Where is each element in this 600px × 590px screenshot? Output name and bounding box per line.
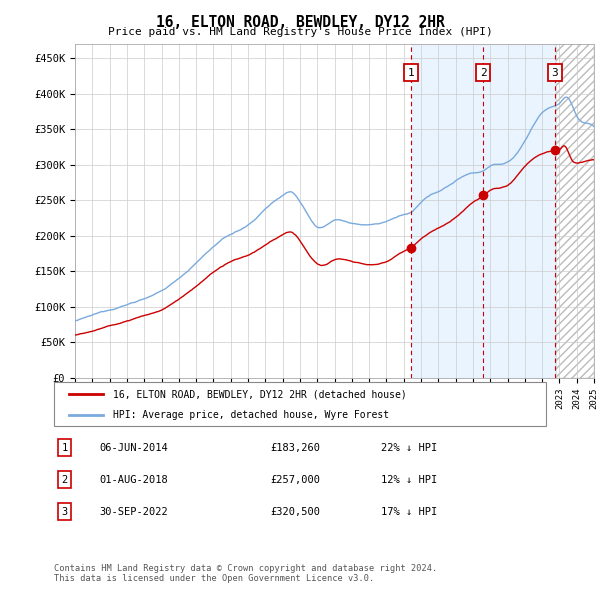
Text: 16, ELTON ROAD, BEWDLEY, DY12 2HR: 16, ELTON ROAD, BEWDLEY, DY12 2HR (155, 15, 445, 30)
Text: 2: 2 (480, 68, 487, 77)
Text: 12% ↓ HPI: 12% ↓ HPI (381, 475, 437, 484)
Text: 16, ELTON ROAD, BEWDLEY, DY12 2HR (detached house): 16, ELTON ROAD, BEWDLEY, DY12 2HR (detac… (113, 389, 407, 399)
Text: £183,260: £183,260 (270, 443, 320, 453)
Text: 1: 1 (62, 443, 68, 453)
Text: 1: 1 (408, 68, 415, 77)
Text: 22% ↓ HPI: 22% ↓ HPI (381, 443, 437, 453)
Text: £320,500: £320,500 (270, 507, 320, 516)
Text: 3: 3 (552, 68, 559, 77)
Text: Contains HM Land Registry data © Crown copyright and database right 2024.
This d: Contains HM Land Registry data © Crown c… (54, 563, 437, 583)
Text: 01-AUG-2018: 01-AUG-2018 (99, 475, 168, 484)
Text: Price paid vs. HM Land Registry's House Price Index (HPI): Price paid vs. HM Land Registry's House … (107, 27, 493, 37)
Text: 06-JUN-2014: 06-JUN-2014 (99, 443, 168, 453)
Text: £257,000: £257,000 (270, 475, 320, 484)
Text: 30-SEP-2022: 30-SEP-2022 (99, 507, 168, 516)
Text: 17% ↓ HPI: 17% ↓ HPI (381, 507, 437, 516)
Text: HPI: Average price, detached house, Wyre Forest: HPI: Average price, detached house, Wyre… (113, 410, 389, 420)
Text: 2: 2 (62, 475, 68, 484)
Text: 3: 3 (62, 507, 68, 516)
